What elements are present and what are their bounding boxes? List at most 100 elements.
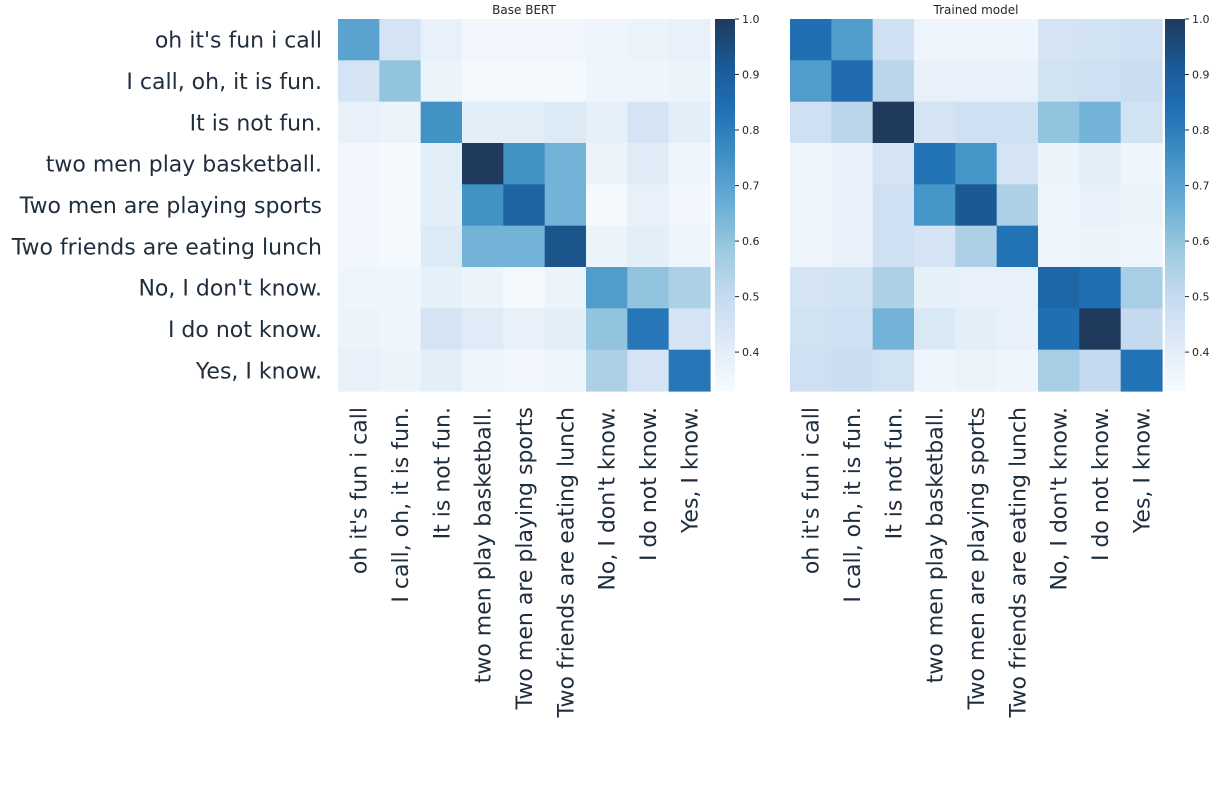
base-bert-cell-r1-c4 [503, 60, 546, 103]
trained-model-colorbar-label-0-5: 0.5 [1192, 291, 1210, 304]
base-bert-colorbar-label-0-6: 0.6 [742, 235, 760, 248]
trained-model-cell-r3-c6 [1038, 143, 1080, 185]
base-bert-cell-r6-c6 [586, 267, 628, 309]
trained-model-cell-r0-c1 [831, 19, 874, 61]
base-bert-cell-r7-c7 [627, 308, 670, 351]
trained-model-cell-r5-c7 [1079, 225, 1122, 268]
trained-model-cell-r4-c2 [872, 184, 915, 227]
trained-model-xlabel-it-is-not-fun: It is not fun. [882, 407, 907, 539]
base-bert-colorbar-label-0-5: 0.5 [742, 291, 760, 304]
trained-model-cell-r0-c8 [1120, 19, 1163, 61]
trained-model-cell-r0-c2 [872, 19, 915, 61]
base-bert-cell-r6-c7 [627, 267, 670, 309]
trained-model-cell-r0-c5 [996, 19, 1039, 61]
trained-model-cell-r6-c3 [914, 267, 956, 309]
trained-model-cell-r4-c4 [955, 184, 998, 227]
base-bert-xlabel-two-men-play-basketball: two men play basketball. [472, 407, 497, 683]
base-bert-xlabel-i-do-not-know: I do not know. [637, 407, 662, 561]
base-bert-cell-r2-c0 [338, 101, 380, 144]
trained-model-cell-r3-c8 [1120, 143, 1163, 185]
trained-model-cell-r8-c2 [872, 349, 915, 392]
base-bert-cell-r5-c1 [379, 225, 422, 268]
trained-model-cell-r6-c1 [831, 267, 874, 309]
trained-model-cell-r4-c5 [996, 184, 1039, 227]
base-bert-xlabel-i-call-oh-it-is-fun: I call, oh, it is fun. [389, 407, 414, 603]
base-bert-cell-r7-c3 [462, 308, 504, 351]
base-bert-cell-r8-c2 [420, 349, 463, 392]
trained-model-cell-r4-c7 [1079, 184, 1122, 227]
base-bert-cell-r5-c5 [544, 225, 587, 268]
base-bert-ylabel-no-i-don-t-know: No, I don't know. [138, 277, 322, 302]
base-bert-cell-r8-c5 [544, 349, 587, 392]
base-bert-cell-r2-c6 [586, 101, 628, 144]
base-bert-cell-r3-c3 [462, 143, 504, 185]
trained-model-cell-r7-c5 [996, 308, 1039, 351]
trained-model-cell-r8-c4 [955, 349, 998, 392]
trained-model-cell-r1-c8 [1120, 60, 1163, 103]
base-bert-cell-r6-c1 [379, 267, 422, 309]
trained-model-cell-r6-c8 [1120, 267, 1163, 309]
base-bert-ylabel-yes-i-know: Yes, I know. [195, 359, 322, 384]
base-bert-cell-r8-c4 [503, 349, 546, 392]
base-bert-cell-r7-c5 [544, 308, 587, 351]
base-bert-xlabel-two-friends-are-eating-lunch: Two friends are eating lunch [554, 407, 579, 718]
trained-model-cell-r6-c5 [996, 267, 1039, 309]
trained-model-cell-r1-c3 [914, 60, 956, 103]
base-bert-cell-r8-c0 [338, 349, 380, 392]
trained-model-cell-r1-c4 [955, 60, 998, 103]
trained-model-cell-r3-c0 [790, 143, 832, 185]
trained-model-cell-r6-c2 [872, 267, 915, 309]
base-bert-cell-r0-c8 [668, 19, 711, 61]
trained-model-cell-r7-c6 [1038, 308, 1080, 351]
base-bert-cell-r7-c4 [503, 308, 546, 351]
base-bert-cell-r5-c3 [462, 225, 504, 268]
trained-model-cell-r5-c2 [872, 225, 915, 268]
trained-model-title: Trained model [933, 3, 1019, 17]
base-bert-cell-r4-c0 [338, 184, 380, 227]
trained-model-cell-r5-c8 [1120, 225, 1163, 268]
trained-model-colorbar-label-1-0: 1.0 [1192, 13, 1210, 26]
trained-model-cell-r2-c3 [914, 101, 956, 144]
base-bert-colorbar-label-0-8: 0.8 [742, 124, 760, 137]
base-bert-cell-r3-c1 [379, 143, 422, 185]
trained-model-cell-r2-c6 [1038, 101, 1080, 144]
base-bert-cell-r3-c2 [420, 143, 463, 185]
trained-model-cell-r7-c1 [831, 308, 874, 351]
base-bert-cell-r6-c5 [544, 267, 587, 309]
trained-model-colorbar-label-0-8: 0.8 [1192, 124, 1210, 137]
base-bert-cell-r5-c2 [420, 225, 463, 268]
trained-model-cell-r4-c6 [1038, 184, 1080, 227]
base-bert-colorbar-label-0-9: 0.9 [742, 69, 760, 82]
base-bert-cell-r4-c3 [462, 184, 504, 227]
base-bert-xlabel-oh-it-s-fun-i-call: oh it's fun i call [348, 407, 373, 574]
base-bert-cell-r4-c4 [503, 184, 546, 227]
trained-model-cell-r6-c7 [1079, 267, 1122, 309]
trained-model-cell-r0-c4 [955, 19, 998, 61]
trained-model-cell-r1-c5 [996, 60, 1039, 103]
base-bert-colorbar [715, 19, 735, 391]
trained-model-cell-r7-c4 [955, 308, 998, 351]
base-bert-cell-r5-c7 [627, 225, 670, 268]
base-bert-cell-r0-c3 [462, 19, 504, 61]
trained-model-cell-r1-c6 [1038, 60, 1080, 103]
base-bert-cell-r2-c3 [462, 101, 504, 144]
trained-model-cell-r4-c3 [914, 184, 956, 227]
base-bert-cell-r8-c8 [668, 349, 711, 392]
base-bert-cell-r1-c5 [544, 60, 587, 103]
base-bert-cell-r0-c7 [627, 19, 670, 61]
base-bert-cell-r6-c2 [420, 267, 463, 309]
trained-model-cell-r2-c0 [790, 101, 832, 144]
base-bert-cell-r4-c6 [586, 184, 628, 227]
base-bert-cell-r6-c8 [668, 267, 711, 309]
trained-model-cell-r7-c8 [1120, 308, 1163, 351]
base-bert-cell-r0-c2 [420, 19, 463, 61]
base-bert-xlabel-two-men-are-playing-sports: Two men are playing sports [513, 407, 538, 710]
trained-model-cell-r0-c3 [914, 19, 956, 61]
trained-model-cell-r0-c0 [790, 19, 832, 61]
trained-model-cell-r0-c6 [1038, 19, 1080, 61]
base-bert-cell-r5-c0 [338, 225, 380, 268]
base-bert-cell-r0-c4 [503, 19, 546, 61]
base-bert-cell-r2-c1 [379, 101, 422, 144]
trained-model-cell-r2-c1 [831, 101, 874, 144]
